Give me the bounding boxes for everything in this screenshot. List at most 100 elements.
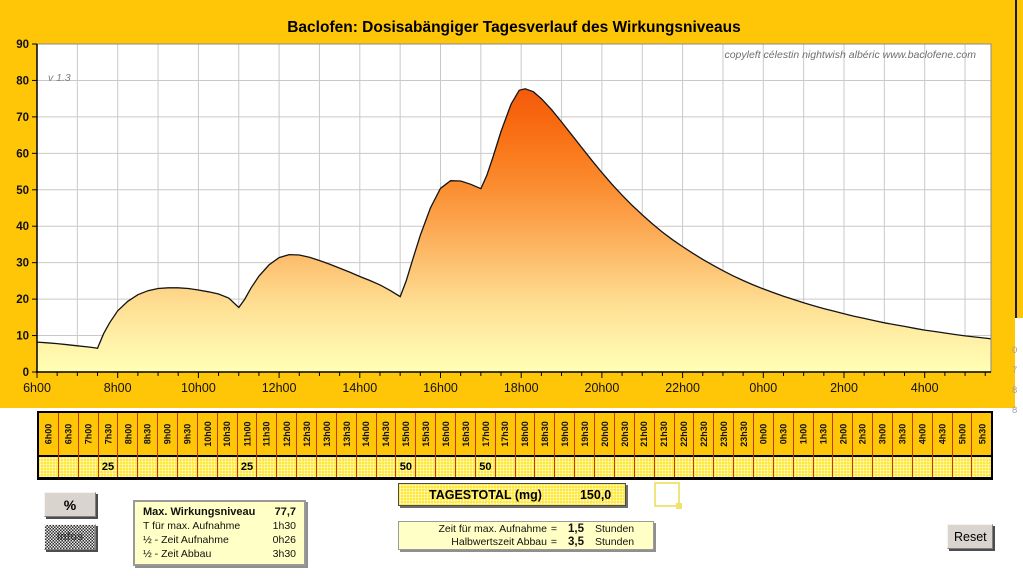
dose-cell[interactable] <box>714 457 734 477</box>
dose-cell[interactable] <box>158 457 178 477</box>
schedule-column: 2h00 <box>833 413 854 477</box>
dose-cell[interactable] <box>138 457 158 477</box>
dose-cell[interactable] <box>654 457 674 477</box>
time-slot-header: 13h30 <box>336 413 356 457</box>
dose-cell[interactable] <box>436 457 456 477</box>
schedule-column: 12h30 <box>297 413 318 477</box>
param-value[interactable]: 3,5 <box>568 535 584 548</box>
svg-text:80: 80 <box>16 75 29 87</box>
dose-cell[interactable] <box>336 457 356 477</box>
dose-cell[interactable] <box>118 457 138 477</box>
time-slot-header: 16h00 <box>436 413 456 457</box>
dose-cell[interactable] <box>78 457 98 477</box>
dose-cell[interactable] <box>634 457 654 477</box>
time-slot-header: 1h00 <box>793 413 813 457</box>
dose-cell[interactable] <box>734 457 753 477</box>
dose-cell[interactable] <box>873 457 892 477</box>
dose-cell[interactable] <box>952 457 972 477</box>
dose-cell[interactable] <box>197 457 217 477</box>
time-slot-header: 7h00 <box>78 413 98 457</box>
dose-cell[interactable]: 50 <box>396 457 416 477</box>
svg-text:90: 90 <box>16 39 29 51</box>
dose-cell[interactable] <box>277 457 297 477</box>
dose-cell[interactable] <box>297 457 317 477</box>
svg-text:2h00: 2h00 <box>830 381 858 395</box>
dose-cell[interactable] <box>257 457 277 477</box>
schedule-column: 16h30 <box>456 413 476 477</box>
svg-text:30: 30 <box>16 258 29 270</box>
param-value[interactable]: 1,5 <box>568 522 584 535</box>
percent-button[interactable]: % <box>44 492 96 517</box>
schedule-column: 23h00 <box>714 413 735 477</box>
dose-cell[interactable] <box>793 457 813 477</box>
dose-cell[interactable] <box>376 457 396 477</box>
infos-button[interactable]: Infos <box>44 524 96 550</box>
dose-cell[interactable] <box>892 457 912 477</box>
schedule-column: 17h30 <box>495 413 516 477</box>
schedule-column: 23h30 <box>734 413 754 477</box>
dose-cell[interactable] <box>833 457 853 477</box>
time-slot-header: 3h00 <box>873 413 892 457</box>
dose-cell[interactable]: 25 <box>98 457 118 477</box>
time-slot-header: 15h30 <box>416 413 436 457</box>
dose-cell[interactable] <box>495 457 515 477</box>
window-edge-line <box>1015 0 1017 318</box>
svg-text:10: 10 <box>16 331 29 343</box>
dose-cell[interactable] <box>912 457 932 477</box>
dose-cell[interactable] <box>356 457 376 477</box>
dose-cell[interactable] <box>773 457 793 477</box>
schedule-column: 3h30 <box>892 413 913 477</box>
stats-row: T für max. Aufnahme 1h30 <box>143 520 296 532</box>
dose-cell[interactable]: 50 <box>475 457 495 477</box>
dose-cell[interactable] <box>813 457 833 477</box>
schedule-column: 20h30 <box>614 413 635 477</box>
dose-cell[interactable] <box>932 457 952 477</box>
dose-cell[interactable] <box>575 457 595 477</box>
dose-cell[interactable] <box>535 457 555 477</box>
schedule-column: 20h00 <box>595 413 615 477</box>
schedule-column: 14h30 <box>376 413 397 477</box>
dose-cell[interactable] <box>39 457 58 477</box>
dose-cell[interactable] <box>674 457 694 477</box>
time-slot-header: 9h30 <box>178 413 197 457</box>
dose-cell[interactable]: 25 <box>237 457 257 477</box>
dose-cell[interactable] <box>853 457 873 477</box>
dose-cell[interactable] <box>416 457 436 477</box>
param-row: Halbwertszeit Abbau = 3,5 Stunden <box>399 536 647 549</box>
schedule-column: 1h00 <box>793 413 814 477</box>
svg-text:16h00: 16h00 <box>423 381 458 395</box>
schedule-column: 7h00 <box>78 413 99 477</box>
time-slot-header: 12h30 <box>297 413 317 457</box>
schedule-column: 10h30 <box>217 413 238 477</box>
dose-cell[interactable] <box>217 457 237 477</box>
dose-cell[interactable] <box>456 457 475 477</box>
schedule-column: 7h30 25 <box>98 413 119 477</box>
schedule-column: 2h30 <box>853 413 874 477</box>
daily-total-value: 150,0 <box>579 487 612 502</box>
dose-cell[interactable] <box>317 457 336 477</box>
stats-value: 1h30 <box>272 520 296 532</box>
dose-cell[interactable] <box>972 457 992 477</box>
version-label: v 1.3 <box>48 72 71 84</box>
param-unit: Stunden <box>595 522 635 535</box>
param-label: Zeit für max. Aufnahme <box>438 522 547 535</box>
dose-cell[interactable] <box>595 457 614 477</box>
dose-cell[interactable] <box>58 457 78 477</box>
clipped-margin-digits: 0 7 8 8 <box>1012 341 1023 421</box>
schedule-column: 13h30 <box>336 413 357 477</box>
dose-cell[interactable] <box>614 457 634 477</box>
dose-cell[interactable] <box>515 457 535 477</box>
svg-text:60: 60 <box>16 148 29 160</box>
stats-value: 77,7 <box>274 506 296 518</box>
time-slot-header: 4h30 <box>932 413 952 457</box>
dose-cell[interactable] <box>753 457 773 477</box>
schedule-column: 11h00 25 <box>237 413 258 477</box>
schedule-column: 0h30 <box>773 413 794 477</box>
schedule-column: 10h00 <box>197 413 218 477</box>
dose-cell[interactable] <box>555 457 575 477</box>
dose-cell[interactable] <box>178 457 197 477</box>
time-slot-header: 11h00 <box>237 413 257 457</box>
reset-button[interactable]: Reset <box>947 524 993 549</box>
dose-cell[interactable] <box>694 457 714 477</box>
time-slot-header: 22h30 <box>694 413 714 457</box>
